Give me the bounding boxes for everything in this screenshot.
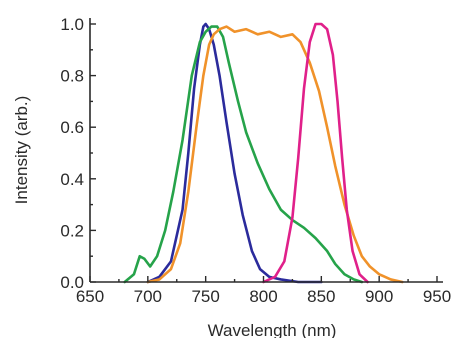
series-line-4 bbox=[262, 22, 369, 284]
x-tick-label-900: 900 bbox=[365, 287, 393, 306]
y-tick-label-2: 0.4 bbox=[60, 170, 84, 189]
y-axis-title: Intensity (arb.) bbox=[12, 96, 31, 205]
series-layer bbox=[123, 22, 404, 284]
x-tick-label-700: 700 bbox=[134, 287, 162, 306]
series-line-3 bbox=[146, 25, 404, 284]
y-tick-label-1: 0.2 bbox=[60, 221, 84, 240]
series-line-1 bbox=[146, 22, 323, 284]
x-tick-label-850: 850 bbox=[307, 287, 335, 306]
x-axis-title: Wavelength (nm) bbox=[208, 321, 337, 338]
ticks-layer: 650 700 750 800 850 900 950 0.0 0.2 0.4 0.6 0.8 1.0 bbox=[60, 15, 451, 306]
x-tick-label-650: 650 bbox=[76, 287, 104, 306]
y-tick-label-5: 1.0 bbox=[60, 15, 84, 34]
series-line-2 bbox=[123, 25, 364, 284]
axes-layer bbox=[89, 18, 443, 283]
x-tick-label-950: 950 bbox=[423, 287, 451, 306]
x-tick-label-800: 800 bbox=[249, 287, 277, 306]
x-tick-label-750: 750 bbox=[191, 287, 219, 306]
y-tick-label-3: 0.6 bbox=[60, 118, 84, 137]
y-tick-label-0: 0.0 bbox=[60, 273, 84, 292]
y-tick-label-4: 0.8 bbox=[60, 67, 84, 86]
